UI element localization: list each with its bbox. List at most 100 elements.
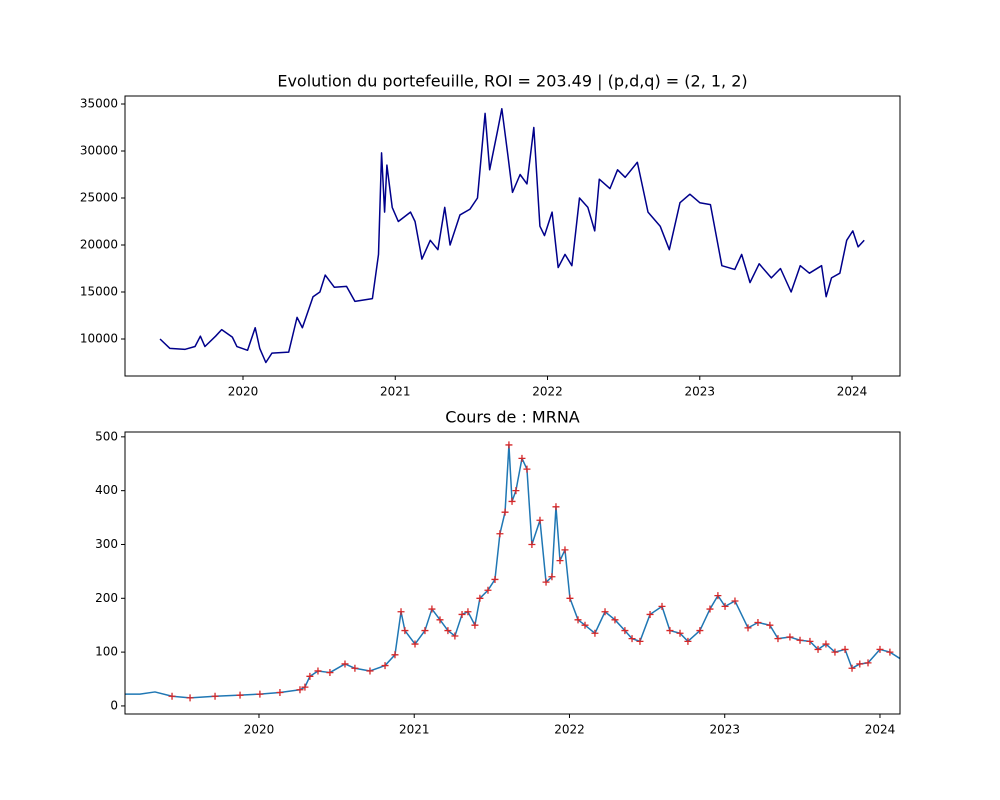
data-point [754, 619, 762, 627]
data-point [536, 516, 544, 524]
data-point [491, 575, 499, 583]
x-tick-label: 2023 [685, 385, 716, 399]
chart-title: Cours de : MRNA [445, 408, 580, 427]
data-point [523, 465, 531, 473]
data-point [646, 610, 654, 618]
data-point [326, 669, 334, 677]
y-tick-label: 20000 [80, 238, 118, 252]
data-point [591, 629, 599, 637]
data-point [552, 503, 560, 511]
data-point [856, 660, 864, 668]
data-point [786, 633, 794, 641]
data-point [458, 610, 466, 618]
data-point [696, 627, 704, 635]
data-point [666, 627, 674, 635]
series-line [159, 107, 865, 364]
data-point [822, 640, 830, 648]
data-point [211, 692, 219, 700]
data-point [714, 592, 722, 600]
data-point [574, 616, 582, 624]
x-tick-label: 2022 [554, 723, 585, 737]
data-point [518, 454, 526, 462]
data-point [796, 636, 804, 644]
data-point [421, 627, 429, 635]
x-tick-label: 2021 [380, 385, 411, 399]
data-point [436, 616, 444, 624]
x-tick-label: 2023 [709, 723, 740, 737]
data-point [496, 530, 504, 538]
y-tick-label: 400 [95, 483, 118, 497]
data-point [561, 546, 569, 554]
data-point [744, 624, 752, 632]
data-point [876, 645, 884, 653]
y-tick-label: 100 [95, 645, 118, 659]
data-point [296, 686, 304, 694]
data-point [676, 629, 684, 637]
data-point [831, 648, 839, 656]
data-point [351, 664, 359, 672]
data-point [658, 602, 666, 610]
data-point [621, 627, 629, 635]
data-point [512, 487, 520, 495]
x-tick-label: 2020 [228, 385, 259, 399]
data-point [471, 621, 479, 629]
data-point [601, 608, 609, 616]
data-point [636, 637, 644, 645]
data-point [814, 645, 822, 653]
y-tick-label: 500 [95, 429, 118, 443]
data-point [841, 645, 849, 653]
chart-title: Evolution du portefeuille, ROI = 203.49 … [277, 72, 747, 91]
data-point [451, 632, 459, 640]
y-tick-label: 10000 [80, 332, 118, 346]
x-tick-label: 2021 [399, 723, 430, 737]
data-point [684, 637, 692, 645]
data-point [628, 635, 636, 643]
y-tick-label: 30000 [80, 143, 118, 157]
data-point [542, 578, 550, 586]
data-point [256, 690, 264, 698]
data-point [501, 508, 509, 516]
y-tick-label: 15000 [80, 285, 118, 299]
data-point [581, 621, 589, 629]
data-point [864, 659, 872, 667]
data-point [366, 667, 374, 675]
data-point [706, 605, 714, 613]
data-point [806, 637, 814, 645]
data-point [306, 672, 314, 680]
data-point [341, 660, 349, 668]
data-point [236, 691, 244, 699]
data-point [401, 627, 409, 635]
y-tick-label: 0 [110, 698, 118, 712]
data-point [168, 692, 176, 700]
data-point [391, 651, 399, 659]
data-point [528, 540, 536, 548]
data-point [464, 608, 472, 616]
data-point [721, 602, 729, 610]
data-point [428, 605, 436, 613]
data-point [484, 586, 492, 594]
data-point [505, 441, 513, 449]
data-point [314, 667, 322, 675]
data-point [444, 627, 452, 635]
data-point [766, 621, 774, 629]
data-point [611, 616, 619, 624]
x-tick-label: 2020 [244, 723, 275, 737]
data-point [276, 688, 284, 696]
x-tick-label: 2024 [865, 723, 896, 737]
y-tick-label: 35000 [80, 96, 118, 110]
y-tick-label: 25000 [80, 191, 118, 205]
x-tick-label: 2024 [837, 385, 868, 399]
data-point [548, 573, 556, 581]
data-point [508, 497, 516, 505]
data-point [476, 594, 484, 602]
data-point [301, 683, 309, 691]
data-point [556, 557, 564, 565]
y-tick-label: 300 [95, 537, 118, 551]
data-point [731, 597, 739, 605]
data-point [186, 694, 194, 702]
data-point [381, 662, 389, 670]
plot-frame [124, 95, 901, 377]
